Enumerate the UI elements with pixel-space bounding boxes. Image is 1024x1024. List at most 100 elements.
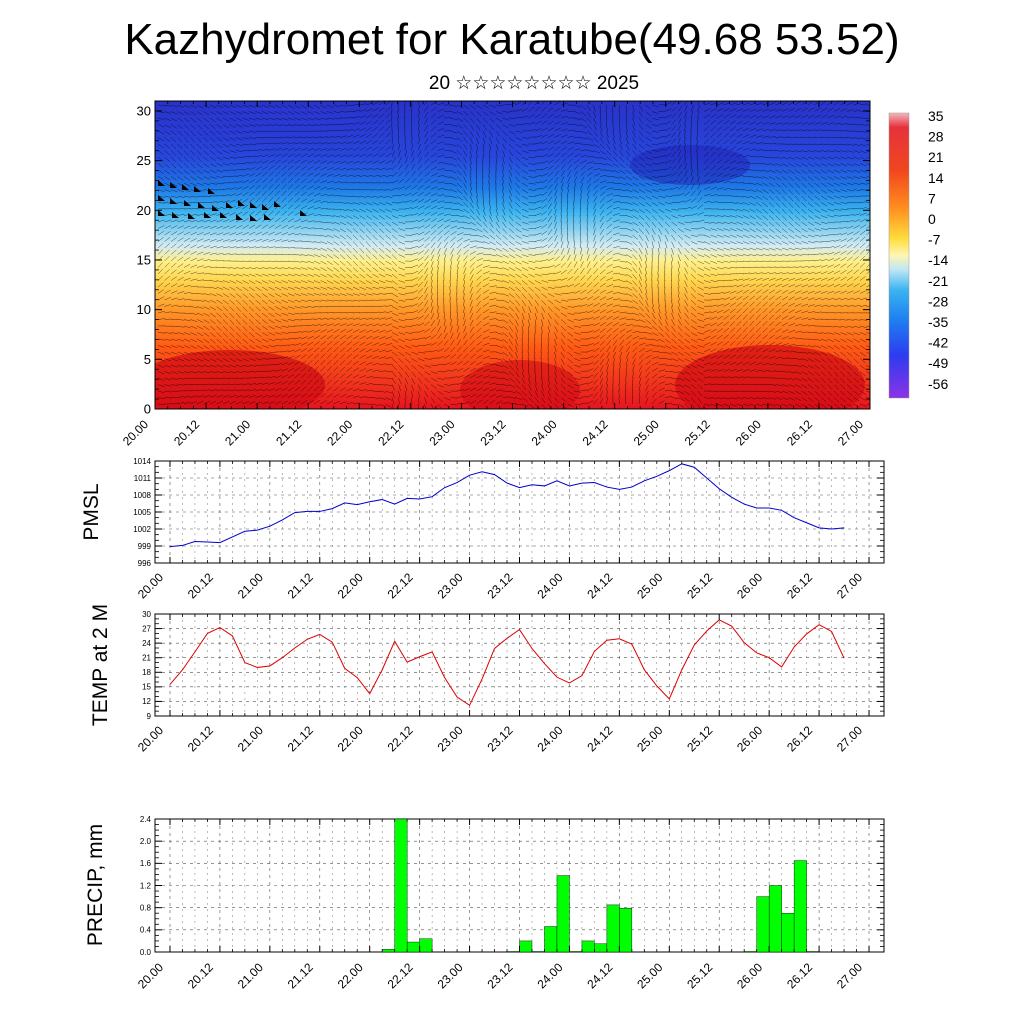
wind-barb	[677, 105, 683, 112]
wind-barb	[723, 114, 730, 119]
wind-barb	[196, 351, 204, 356]
wind-barb	[248, 351, 256, 356]
wind-barb	[521, 123, 529, 125]
wind-barb	[677, 332, 684, 338]
wind-barb	[638, 337, 646, 340]
wind-barb	[729, 202, 737, 204]
wind-barb	[840, 263, 847, 268]
wind-barb	[242, 246, 250, 249]
wind-barb	[469, 202, 474, 209]
wind-barb	[508, 221, 514, 228]
wind-barb	[632, 104, 635, 112]
wind-barb	[365, 317, 373, 320]
wind-barb	[677, 143, 681, 151]
wind-barb	[788, 371, 796, 374]
wind-barb	[378, 280, 386, 284]
wind-barb	[612, 252, 620, 255]
wind-barb	[469, 374, 477, 379]
wind-barb	[164, 351, 172, 355]
wind-barb	[443, 325, 447, 333]
wind-barb	[190, 395, 198, 398]
wind-barb	[833, 169, 841, 173]
wind-barb	[391, 358, 398, 364]
wind-barb	[177, 195, 185, 198]
wind-barb	[170, 111, 178, 115]
wind-barb	[404, 286, 412, 288]
wind-barb	[664, 364, 672, 366]
wind-barb	[729, 234, 737, 238]
wind-barb	[274, 260, 282, 262]
wind-barb	[521, 202, 529, 206]
wind-barb	[534, 206, 542, 210]
wind-barb	[183, 325, 191, 329]
wind-barb	[736, 290, 743, 294]
wind-barb	[307, 372, 313, 379]
wind-barb	[599, 137, 605, 144]
wind-barb	[449, 286, 451, 294]
wind-barb	[248, 197, 255, 203]
wind-barb	[183, 292, 191, 294]
wind-barb	[300, 159, 308, 164]
wind-barb	[846, 269, 853, 275]
wind-barb	[703, 234, 711, 238]
wind-barb	[281, 356, 289, 359]
wind-barb	[489, 143, 492, 151]
wind-barb	[729, 120, 737, 125]
wind-barb	[229, 273, 237, 277]
wind-barb	[606, 315, 613, 320]
wind-barb	[437, 148, 445, 151]
wind-barb	[437, 312, 440, 320]
wind-barb	[762, 176, 770, 180]
wind-barb	[385, 153, 392, 158]
wind-barb	[294, 286, 302, 290]
wind-barb	[781, 189, 788, 195]
wind-barb	[820, 107, 828, 112]
wind-barb	[164, 182, 171, 187]
wind-barb	[209, 117, 216, 123]
wind-barb	[242, 273, 250, 277]
wind-barb	[261, 160, 269, 164]
wind-barb	[170, 169, 177, 175]
wind-barb	[560, 228, 563, 236]
wind-barb	[554, 377, 558, 385]
wind-barb	[859, 332, 867, 336]
wind-barb	[820, 384, 827, 390]
wind-barb	[814, 176, 821, 181]
wind-barb	[307, 160, 314, 164]
wind-barb	[697, 338, 705, 341]
wind-barb	[417, 117, 420, 125]
wind-barb	[502, 228, 508, 234]
wind-barb	[287, 325, 295, 327]
wind-barb	[710, 102, 718, 106]
wind-barb	[359, 103, 367, 106]
wind-barb	[853, 269, 860, 275]
wind-barb	[833, 182, 841, 187]
wind-barb	[638, 143, 645, 149]
wind-barb	[768, 241, 776, 245]
wind-barb	[853, 213, 861, 216]
wind-barb	[554, 248, 560, 255]
wind-barb	[229, 156, 237, 159]
wind-barb	[203, 130, 209, 136]
wind-barb	[840, 377, 846, 384]
wind-barb	[463, 117, 469, 123]
wind-barb	[333, 267, 340, 272]
wind-barb	[775, 156, 783, 159]
wind-barb	[346, 323, 354, 327]
wind-barb	[827, 377, 833, 384]
wind-barb	[658, 369, 666, 372]
wind-barb	[710, 348, 717, 353]
wind-barb	[482, 315, 490, 320]
wind-barb	[710, 335, 717, 340]
wind-barb	[508, 273, 516, 278]
wind-barb	[846, 195, 854, 198]
wind-barb	[248, 319, 255, 325]
wind-barb	[560, 164, 566, 171]
wind-barb	[684, 137, 686, 145]
wind-barb	[281, 217, 288, 223]
wind-barb	[567, 306, 575, 308]
wind-barb	[261, 117, 269, 121]
wind-barb	[398, 150, 401, 158]
wind-barb	[781, 272, 789, 275]
wind-barb	[586, 241, 589, 249]
